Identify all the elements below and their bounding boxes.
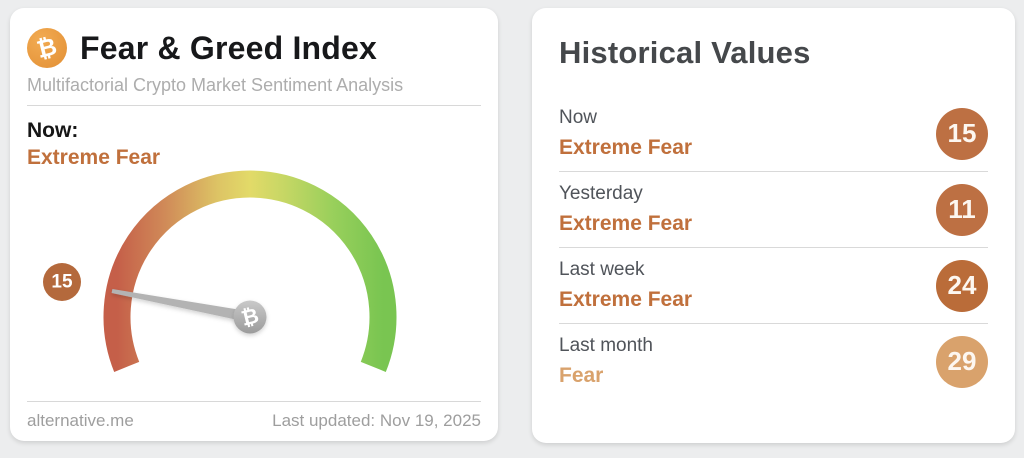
gauge-card-footer: alternative.me Last updated: Nov 19, 202… [27,401,481,431]
history-row-yesterday: Yesterday Extreme Fear 11 [559,172,988,248]
score-badge: 15 [936,107,988,160]
history-row-text: Now Extreme Fear [559,107,692,160]
score-badge: 11 [936,183,988,236]
bitcoin-icon: ₿ [27,28,67,68]
score-badge: 29 [936,335,988,388]
gauge-needle [111,289,251,323]
sentiment-value: Extreme Fear [559,136,693,159]
historical-values-title: Historical Values [559,35,811,70]
sentiment-value: Fear [559,364,604,387]
score-value: 24 [947,270,977,300]
sentiment-value: Extreme Fear [559,288,693,311]
gauge-arc [103,170,397,372]
page-title: Fear & Greed Index [80,29,378,66]
page-subtitle: Multifactorial Crypto Market Sentiment A… [27,75,404,95]
score-value: 29 [947,346,977,376]
gauge-value-text: 15 [51,272,73,293]
history-row-text: Yesterday Extreme Fear [559,183,692,236]
header-divider [27,105,481,106]
score-value: 11 [948,194,976,224]
period-label: Yesterday [559,183,643,204]
gauge-card-header: ₿ Fear & Greed Index [27,28,481,68]
historical-values-card: Historical Values Now Extreme Fear 15 Ye… [532,8,1015,443]
history-row-last-week: Last week Extreme Fear 24 [559,248,988,324]
period-label: Last month [559,335,653,356]
gauge-chart: ₿ 15 [43,170,397,372]
fear-greed-index-card: ₿ Fear & Greed Index Multifactorial Cryp… [10,8,498,441]
last-updated-text: Last updated: Nov 19, 2025 [272,411,481,430]
now-label: Now: [27,119,79,142]
source-link[interactable]: alternative.me [27,411,134,430]
period-label: Now [559,107,598,128]
history-row-last-month: Last month Fear 29 [559,324,988,399]
history-row-text: Last week Extreme Fear [559,259,692,312]
bitcoin-glyph: ₿ [34,32,60,64]
gauge-hub [233,300,267,334]
gauge-hub-bitcoin-icon: ₿ [239,303,261,330]
sentiment-value: Extreme Fear [559,212,693,235]
history-row-text: Last month Fear [559,335,653,388]
historical-values-list: Now Extreme Fear 15 Yesterday Extreme Fe… [559,96,988,399]
period-label: Last week [559,259,645,280]
score-value: 15 [947,118,977,148]
now-sentiment-value: Extreme Fear [27,146,161,169]
history-row-now: Now Extreme Fear 15 [559,96,988,172]
gauge-value-badge [43,263,81,301]
score-badge: 24 [936,259,988,312]
